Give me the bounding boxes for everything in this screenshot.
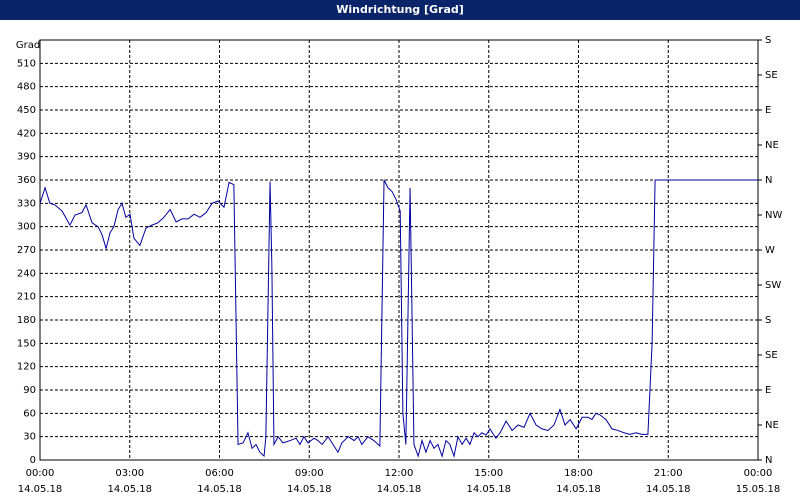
y-tick-label: 420 [17, 128, 36, 139]
y-tick-label: 90 [23, 385, 36, 396]
y2-tick-label: NW [765, 210, 782, 221]
x-tick-label: 03:00 [115, 468, 144, 479]
y-tick-label: 270 [17, 245, 36, 256]
y-tick-label: 120 [17, 362, 36, 373]
x-tick-date: 14.05.18 [197, 484, 242, 495]
y-tick-label: 510 [17, 58, 36, 69]
x-tick-label: 15:00 [474, 468, 503, 479]
y2-tick-label: N [765, 455, 772, 466]
y-tick-label: 390 [17, 152, 36, 163]
x-tick-date: 15.05.18 [736, 484, 781, 495]
y-tick-label: 150 [17, 338, 36, 349]
plot-frame [39, 39, 759, 461]
y2-tick-label: NE [765, 140, 779, 151]
x-tick-date: 14.05.18 [646, 484, 691, 495]
x-tick-date: 14.05.18 [556, 484, 601, 495]
y-tick-label: 360 [17, 175, 36, 186]
x-tick-label: 00:00 [744, 468, 773, 479]
x-tick-label: 18:00 [564, 468, 593, 479]
x-tick-date: 14.05.18 [18, 484, 63, 495]
y2-tick-label: S [765, 35, 771, 46]
y-tick-label: 30 [23, 432, 36, 443]
x-tick-date: 14.05.18 [107, 484, 152, 495]
y-axis-label: Grad [16, 40, 40, 51]
chart-title: Windrichtung [Grad] [336, 3, 464, 16]
y2-tick-label: NE [765, 420, 779, 431]
x-tick-label: 00:00 [26, 468, 55, 479]
y2-tick-label: E [765, 385, 771, 396]
data-line [39, 179, 758, 458]
y-tick-label: 210 [17, 292, 36, 303]
y-tick-label: 330 [17, 198, 36, 209]
y2-tick-label: N [765, 175, 772, 186]
y2-tick-label: W [765, 245, 775, 256]
y2-tick-label: SE [765, 350, 778, 361]
y-tick-label: 60 [23, 408, 36, 419]
y-tick-label: 480 [17, 82, 36, 93]
x-tick-label: 09:00 [295, 468, 324, 479]
title-bar [0, 0, 800, 20]
y-tick-label: 180 [17, 315, 36, 326]
y-tick-label: 450 [17, 105, 36, 116]
x-tick-label: 12:00 [385, 468, 414, 479]
x-tick-date: 14.05.18 [377, 484, 422, 495]
x-tick-label: 21:00 [654, 468, 683, 479]
x-tick-label: 06:00 [205, 468, 234, 479]
y2-tick-label: S [765, 315, 771, 326]
y2-tick-label: E [765, 105, 771, 116]
y-tick-label: 300 [17, 222, 36, 233]
y2-tick-label: SE [765, 70, 778, 81]
x-tick-date: 14.05.18 [466, 484, 511, 495]
x-tick-date: 14.05.18 [287, 484, 332, 495]
y-tick-label: 0 [30, 455, 36, 466]
y2-tick-label: SW [765, 280, 781, 291]
y-tick-label: 240 [17, 268, 36, 279]
